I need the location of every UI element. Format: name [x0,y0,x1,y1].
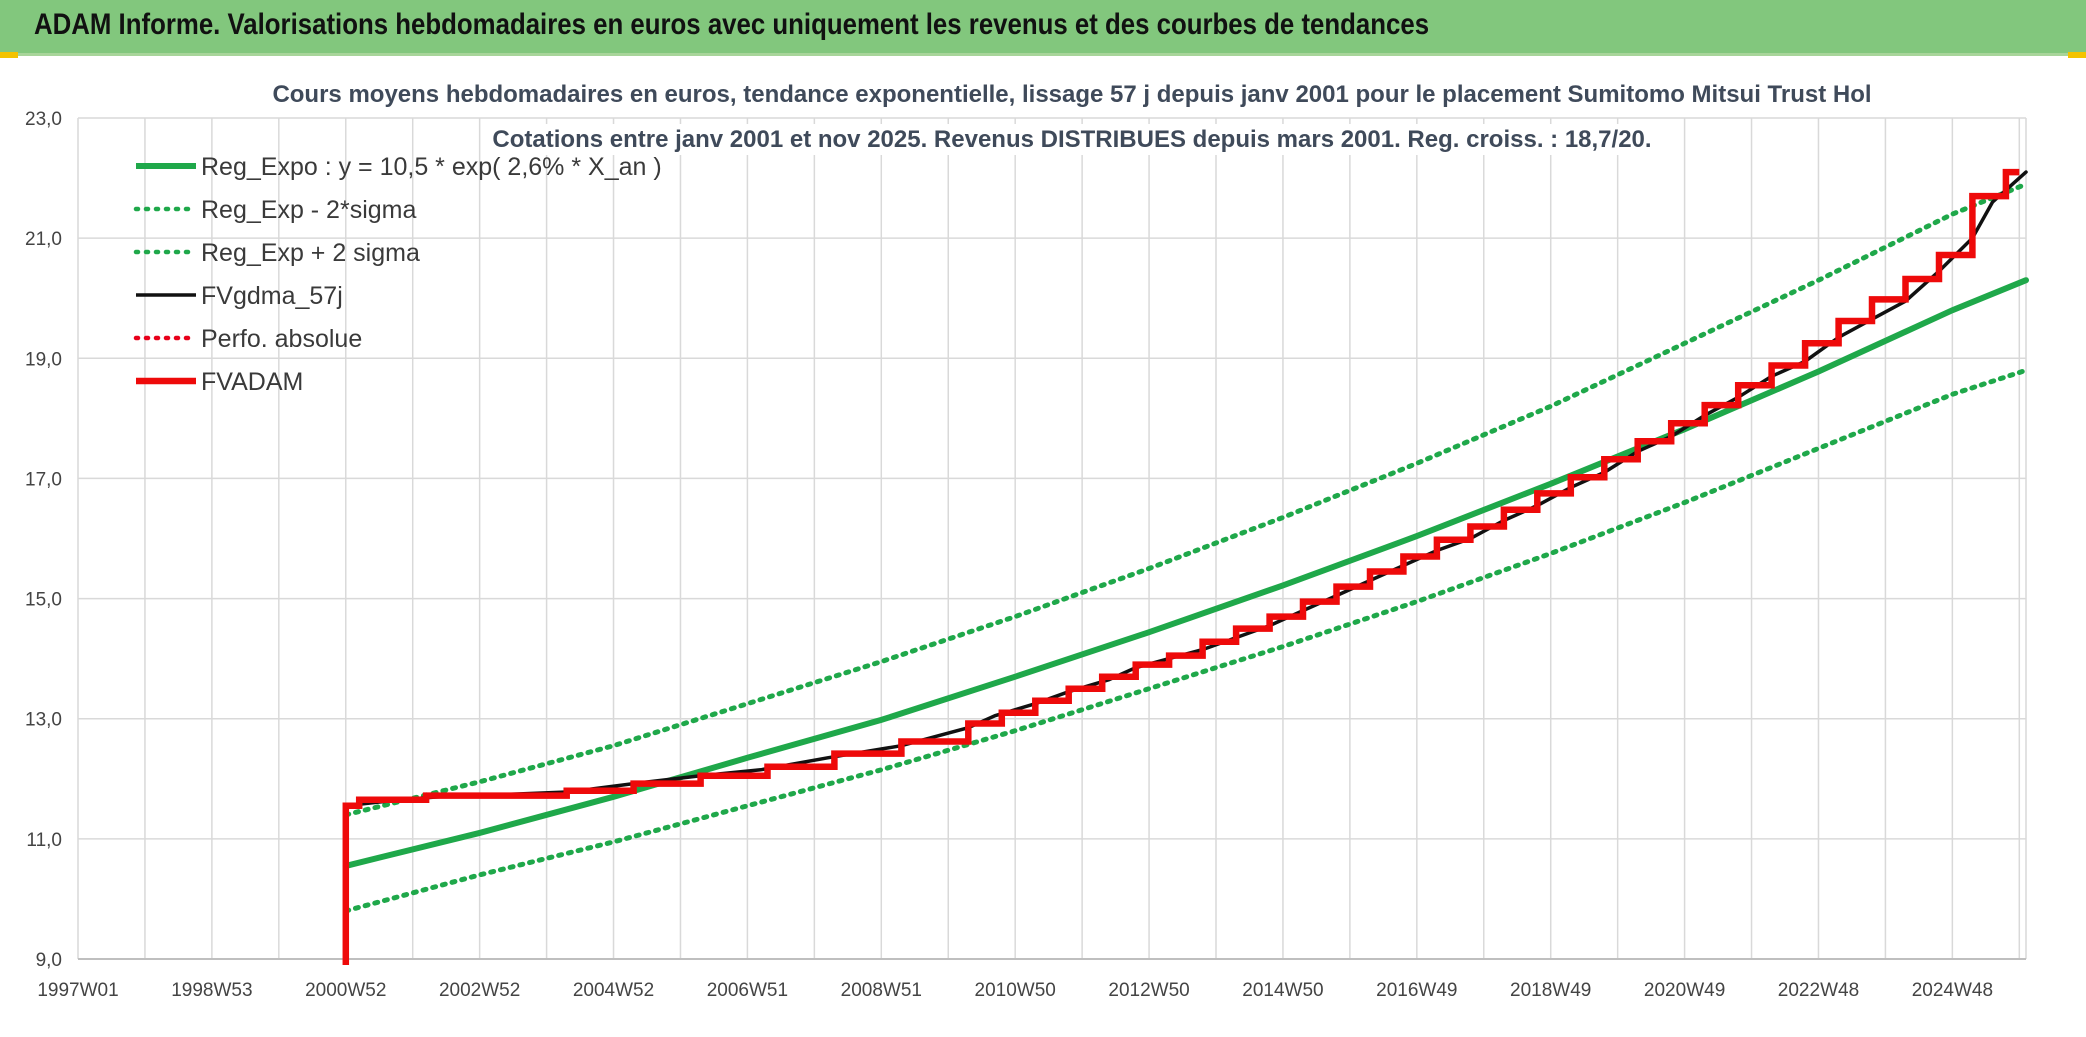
x-tick-label: 2010W50 [975,980,1056,1001]
corner-mark-top-left [0,52,18,58]
x-tick-label: 2018W49 [1510,980,1591,1001]
x-tick-label: 2020W49 [1644,980,1725,1001]
legend-label: Reg_Exp - 2*sigma [201,196,416,224]
x-tick-label: 1997W01 [37,980,118,1001]
chart-title: Cours moyens hebdomadaires en euros, ten… [272,81,1871,108]
legend-label: Reg_Exp + 2 sigma [201,239,420,267]
legend-label: FVADAM [201,368,303,396]
x-tick-label: 2006W51 [707,980,788,1001]
chart-subtitle: Cotations entre janv 2001 et nov 2025. R… [492,126,1651,153]
title-backdrop [264,79,1880,110]
series-line-2 [343,181,2029,818]
x-tick-label: 2022W48 [1778,980,1859,1001]
series-line-3 [344,170,2028,808]
header-banner: ADAM Informe. Valorisations hebdomadaire… [0,0,2086,56]
legend-label: Perfo. absolue [201,325,362,353]
y-tick-label: 17,0 [25,469,62,490]
x-tick-label: 2008W51 [841,980,922,1001]
x-tick-label: 1998W53 [171,980,252,1001]
x-tick-label: 2004W52 [573,980,654,1001]
title-backdrop [484,124,1660,155]
x-tick-label: 2012W50 [1108,980,1189,1001]
y-tick-label: 15,0 [25,590,62,611]
x-tick-label: 2024W48 [1912,980,1993,1001]
y-tick-label: 19,0 [25,349,62,370]
series-line-1 [343,367,2029,914]
series-lines [342,168,2029,965]
x-tick-label: 2000W52 [305,980,386,1001]
legend-label: FVgdma_57j [201,282,343,310]
y-tick-label: 23,0 [25,109,62,130]
y-tick-label: 13,0 [25,710,62,731]
legend-label: Reg_Expo : y = 10,5 * exp( 2,6% * X_an ) [201,153,662,181]
x-tick-label: 2016W49 [1376,980,1457,1001]
y-tick-label: 11,0 [26,830,62,851]
corner-mark-top-right [2068,52,2086,58]
chart: 9,0 11,0 13,0 15,0 17,0 19,0 21,0 23,0 1997W01 19… [25,79,2029,1001]
x-tick-label: 2014W50 [1242,980,1323,1001]
header-title: ADAM Informe. Valorisations hebdomadaire… [34,8,1430,41]
series-line-5 [342,168,2020,965]
legend: Reg_Expo : y = 10,5 * exp( 2,6% * X_an )… [133,153,662,396]
y-tick-label: 21,0 [25,229,62,250]
axes: 9,0 11,0 13,0 15,0 17,0 19,0 21,0 23,0 1997W01 19… [25,109,2026,1001]
y-tick-label: 9,0 [36,950,62,971]
x-tick-label: 2002W52 [439,980,520,1001]
